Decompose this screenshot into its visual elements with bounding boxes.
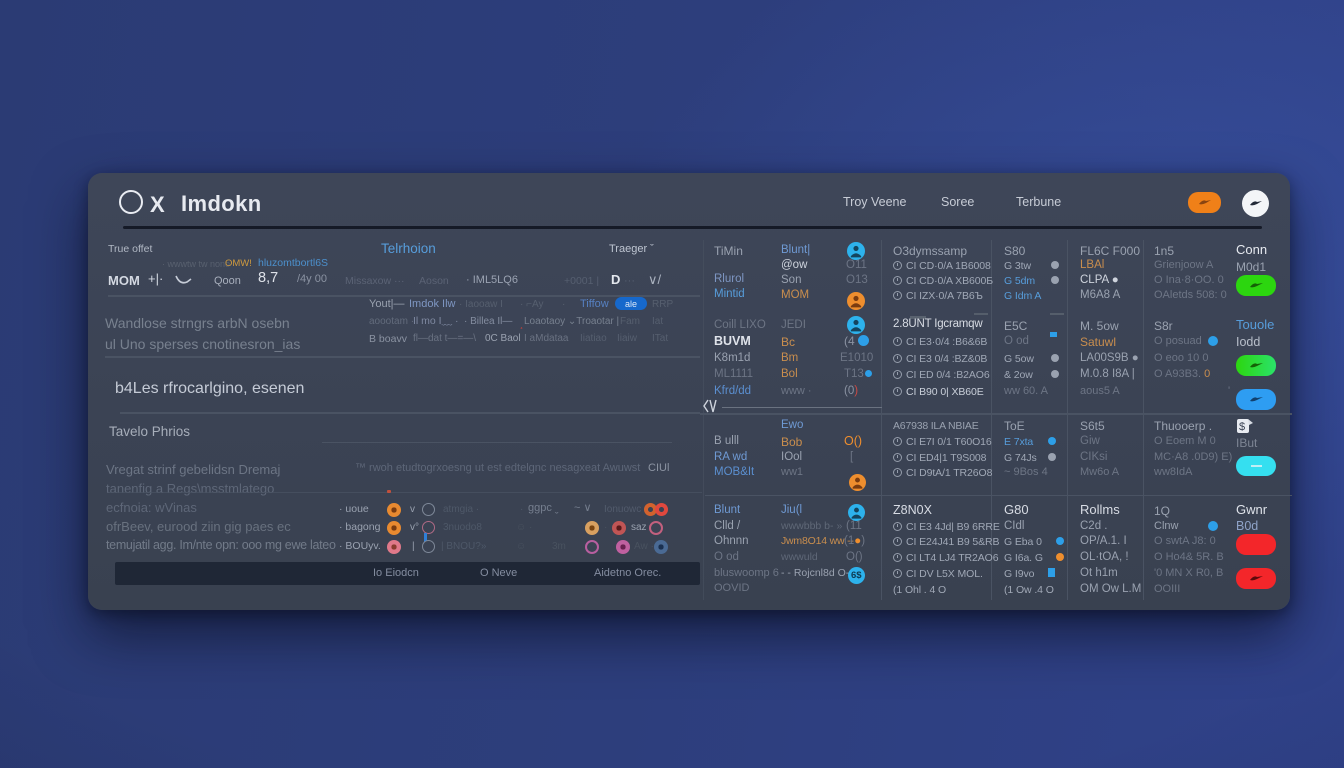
svg-text:$: $ bbox=[1239, 421, 1245, 433]
